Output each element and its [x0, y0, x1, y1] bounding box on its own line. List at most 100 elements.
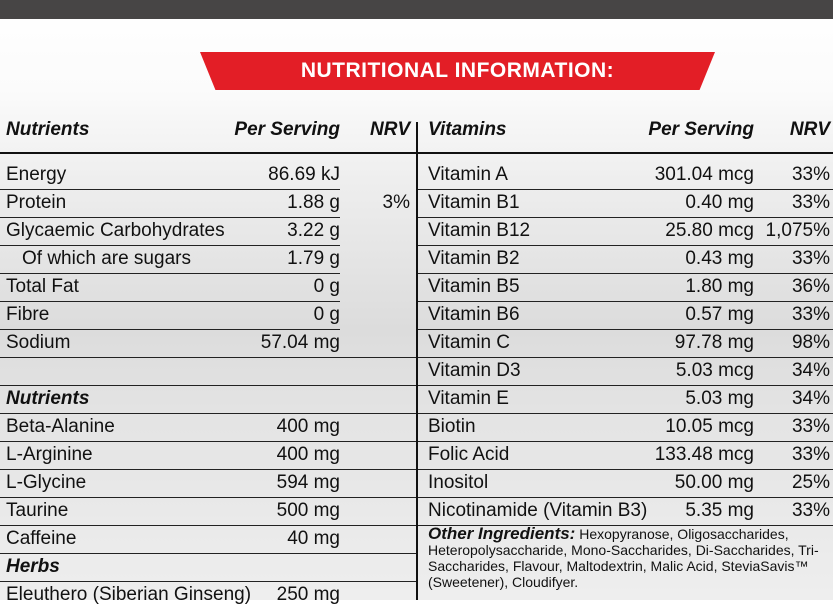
vitamin-nrv: 33%	[791, 444, 830, 465]
vitamin-value: 5.03 mcg	[675, 360, 754, 381]
left-header-nrv: NRV	[370, 119, 411, 140]
row-divider	[0, 245, 340, 246]
vitamin-name: Biotin	[428, 416, 476, 437]
nutrient-value: 1.88 g	[287, 192, 340, 213]
vitamin-nrv: 36%	[791, 276, 830, 297]
vitamin-name: Vitamin B5	[428, 276, 520, 297]
nutrient-name: Total Fat	[6, 276, 79, 297]
left-header-nutrients: Nutrients	[6, 119, 90, 140]
vitamin-name: Vitamin E	[428, 388, 509, 409]
right-header-per-serving: Per Serving	[648, 119, 754, 140]
nutrient-value: 57.04 mg	[260, 332, 340, 353]
page-title: NUTRITIONAL INFORMATION:	[300, 59, 615, 82]
nutrient-value: 250 mg	[276, 584, 340, 605]
row-divider	[418, 357, 833, 358]
row-divider	[0, 217, 340, 218]
nutrient-name: Sodium	[6, 332, 71, 353]
vitamin-value: 97.78 mg	[674, 332, 754, 353]
right-header-nrv: NRV	[789, 119, 830, 140]
nutrient-name: Beta-Alanine	[6, 416, 115, 437]
vitamin-name: Vitamin B2	[428, 248, 520, 269]
vitamin-nrv: 33%	[791, 500, 830, 521]
nutrient-name: L-Glycine	[6, 472, 87, 493]
row-divider	[0, 497, 416, 498]
vitamin-value: 0.43 mg	[685, 248, 754, 269]
nutrient-name: Energy	[6, 164, 67, 185]
nutrient-value: 0 g	[313, 304, 340, 325]
row-divider	[0, 329, 340, 330]
vitamin-nrv: 33%	[791, 304, 830, 325]
title-banner	[200, 52, 715, 90]
vitamin-value: 50.00 mg	[674, 472, 754, 493]
vitamin-value: 25.80 mcg	[665, 220, 754, 241]
vitamin-nrv: 25%	[791, 472, 830, 493]
row-divider	[418, 469, 833, 470]
nutrient-name: Protein	[6, 192, 67, 213]
column-divider	[416, 122, 418, 600]
right-header-vitamins: Vitamins	[428, 119, 507, 140]
vitamin-nrv: 1,075%	[765, 220, 830, 241]
row-divider	[0, 273, 340, 274]
vitamin-value: 5.35 mg	[685, 500, 754, 521]
other-ingredients-text: Hexopyranose, Oligosaccharides, Heteropo…	[428, 526, 819, 590]
vitamin-value: 133.48 mcg	[654, 444, 754, 465]
vitamin-value: 10.05 mcg	[665, 416, 754, 437]
row-divider	[0, 441, 416, 442]
vitamin-nrv: 33%	[791, 164, 830, 185]
row-divider	[0, 525, 416, 526]
nutrient-value: 400 mg	[276, 444, 340, 465]
row-divider	[418, 441, 833, 442]
nutrient-name: Caffeine	[6, 528, 77, 549]
vitamin-value: 301.04 mcg	[654, 164, 754, 185]
row-divider	[418, 497, 833, 498]
vitamin-value: 1.80 mg	[685, 276, 754, 297]
vitamin-nrv: 33%	[791, 416, 830, 437]
vitamin-value: 0.40 mg	[685, 192, 754, 213]
row-divider	[0, 469, 416, 470]
vitamin-value: 5.03 mg	[685, 388, 754, 409]
vitamin-name: Vitamin B6	[428, 304, 520, 325]
vitamin-name: Folic Acid	[428, 444, 510, 465]
nutrient-value: 40 mg	[287, 528, 340, 549]
row-divider	[0, 413, 416, 414]
nutrient-name: L-Arginine	[6, 444, 93, 465]
vitamin-nrv: 34%	[791, 388, 830, 409]
nutrient-value: 3.22 g	[287, 220, 340, 241]
top-bar	[0, 0, 833, 19]
row-divider	[418, 189, 833, 190]
section-heading: Herbs	[6, 556, 60, 577]
nutrient-value: 594 mg	[276, 472, 340, 493]
left-header-per-serving: Per Serving	[234, 119, 340, 140]
vitamin-name: Nicotinamide (Vitamin B3)	[428, 500, 648, 521]
row-divider	[0, 189, 340, 190]
nutrient-value: 1.79 g	[287, 248, 340, 269]
nutrient-name: Eleuthero (Siberian Ginseng)	[6, 584, 252, 605]
nutrient-value: 86.69 kJ	[268, 164, 340, 185]
vitamin-name: Inositol	[428, 472, 489, 493]
other-ingredients: Other Ingredients: Hexopyranose, Oligosa…	[428, 524, 833, 590]
vitamin-name: Vitamin B1	[428, 192, 520, 213]
other-ingredients-label: Other Ingredients:	[428, 524, 576, 543]
nutrient-value: 400 mg	[276, 416, 340, 437]
vitamin-value: 0.57 mg	[685, 304, 754, 325]
row-divider	[0, 385, 416, 386]
row-divider	[418, 245, 833, 246]
vitamin-name: Vitamin D3	[428, 360, 521, 381]
section-heading: Nutrients	[6, 388, 90, 409]
row-divider	[418, 329, 833, 330]
nutrient-name: Taurine	[6, 500, 69, 521]
vitamin-nrv: 98%	[791, 332, 830, 353]
nutrient-nrv: 3%	[382, 192, 410, 213]
row-divider	[0, 581, 416, 582]
row-divider	[418, 413, 833, 414]
vitamin-nrv: 34%	[791, 360, 830, 381]
row-divider	[418, 525, 833, 526]
nutrient-value: 0 g	[313, 276, 340, 297]
row-divider	[0, 357, 416, 358]
row-divider	[418, 217, 833, 218]
row-divider	[418, 385, 833, 386]
row-divider	[418, 301, 833, 302]
nutrient-name: Of which are sugars	[22, 248, 191, 269]
vitamin-name: Vitamin B12	[428, 220, 531, 241]
nutrient-value: 500 mg	[276, 500, 340, 521]
